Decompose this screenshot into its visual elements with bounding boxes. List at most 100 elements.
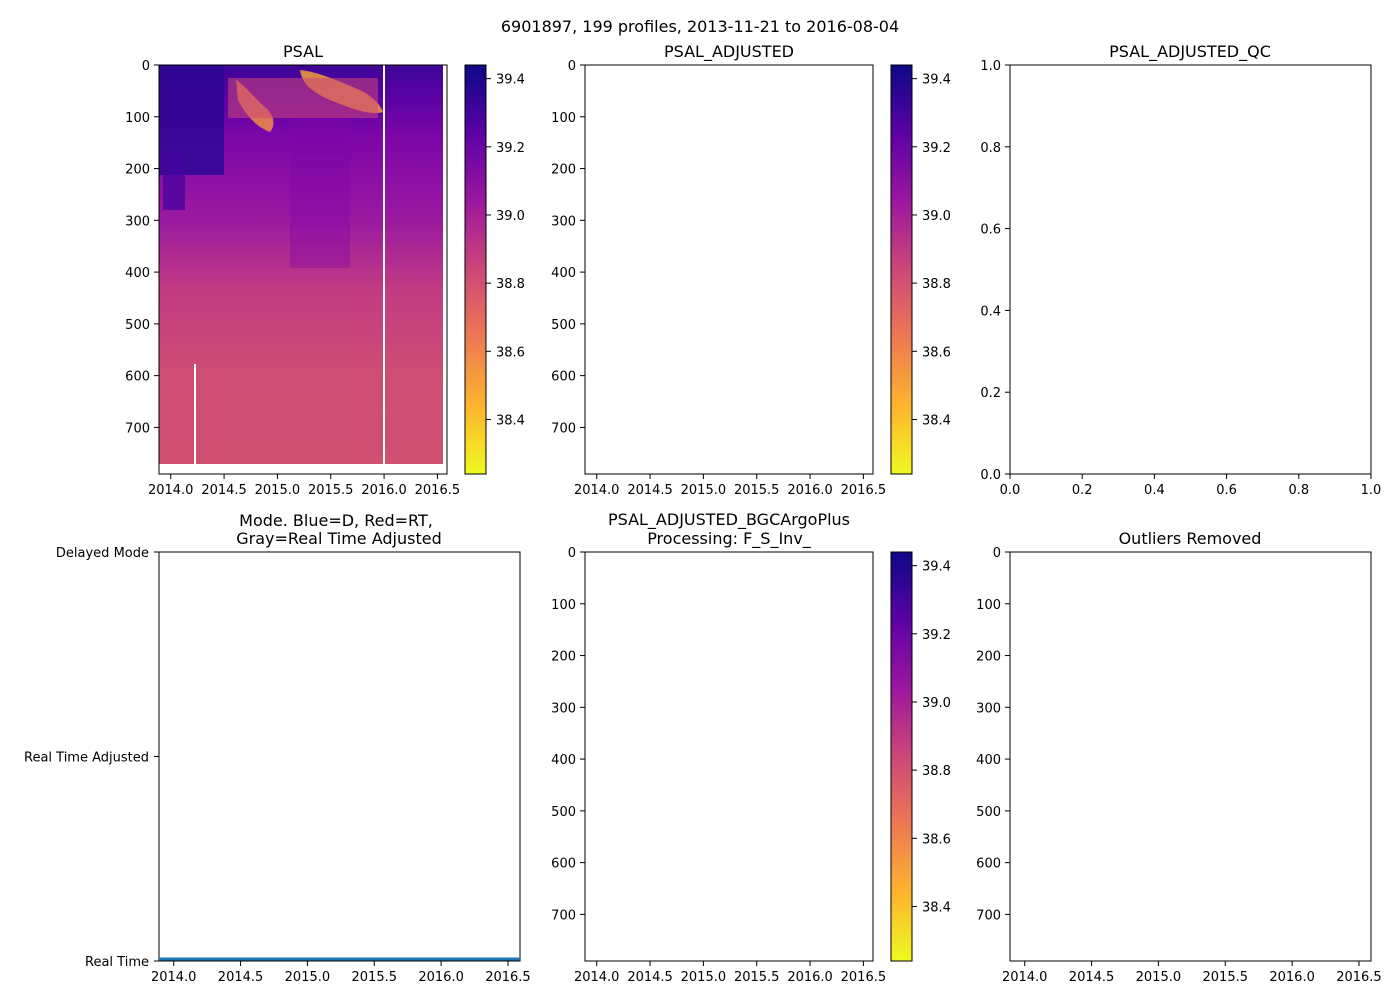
colorbar-psal-adjusted-tick-label: 39.2 (922, 141, 951, 156)
colorbar-psal-tick-label: 38.8 (496, 277, 525, 292)
mode-xtick-label: 2015.0 (285, 970, 331, 985)
bgcargoplus-ytick-label: 600 (551, 857, 576, 872)
colorbar-psal-adjusted-tick-label: 39.0 (922, 209, 951, 224)
psal-xtick-label: 2015.5 (308, 483, 354, 498)
outliers-removed-ytick-label: 600 (976, 857, 1001, 872)
bgcargoplus-ytick-label: 700 (551, 908, 576, 923)
panel-psal-title: PSAL (283, 42, 323, 61)
psal-adjusted-ytick-label: 0 (568, 59, 576, 74)
psal-adjusted-ytick-label: 600 (551, 370, 576, 385)
psal-right-edge (443, 65, 447, 474)
psal-adjusted-xtick-label: 2016.0 (787, 483, 833, 498)
psal-heatmap (159, 65, 447, 474)
psal-ytick-label: 400 (125, 266, 150, 281)
qc-ytick-label: 0.4 (980, 304, 1001, 319)
outliers-removed-xtick-label: 2014.5 (1069, 970, 1115, 985)
qc-ytick-label: 0.2 (980, 386, 1001, 401)
psal-adjusted-ytick-label: 700 (551, 421, 576, 436)
colorbar-psal-adjusted-tick-label: 38.8 (922, 277, 951, 292)
psal-ytick-label: 700 (125, 421, 150, 436)
colorbar-psal-tick-label: 38.4 (496, 413, 525, 428)
bgcargoplus-xtick-label: 2016.0 (787, 970, 833, 985)
bgcargoplus-ytick-label: 0 (568, 546, 576, 561)
psal-bottom-edge (159, 464, 447, 474)
bgcargoplus-xtick-label: 2015.0 (681, 970, 727, 985)
colorbar-bgcargoplus (890, 551, 913, 962)
psal-xtick-label: 2016.0 (361, 483, 407, 498)
psal-xtick-label: 2016.5 (415, 483, 461, 498)
panel-outliers-removed-axes (1009, 551, 1372, 962)
colorbar-psal-adjusted-gradient (890, 64, 913, 475)
outliers-removed-ytick-label: 100 (976, 598, 1001, 613)
outliers-removed-ytick-label: 700 (976, 908, 1001, 923)
qc-ytick-label: 0.0 (980, 468, 1001, 483)
psal-ytick-label: 100 (125, 111, 150, 126)
mode-xtick-label: 2016.5 (485, 970, 531, 985)
psal-dark-band-mid (290, 118, 350, 268)
colorbar-bgcargoplus-tick-label: 39.2 (922, 628, 951, 643)
psal-ytick-label: 0 (142, 59, 150, 74)
psal-xtick-label: 2014.0 (148, 483, 194, 498)
panel-mode-axes (158, 551, 521, 962)
panel-mode-title-line-1: Mode. Blue=D, Red=RT, (239, 511, 433, 530)
colorbar-bgcargoplus-gradient (890, 551, 913, 962)
psal-adjusted-ytick-label: 100 (551, 111, 576, 126)
qc-xtick-label: 1.0 (1361, 483, 1382, 498)
psal-ytick-label: 200 (125, 163, 150, 178)
bgcargoplus-xtick-label: 2015.5 (734, 970, 780, 985)
bgcargoplus-xtick-label: 2014.0 (574, 970, 620, 985)
colorbar-psal-tick-label: 39.4 (496, 73, 525, 88)
bgcargoplus-ytick-label: 300 (551, 701, 576, 716)
colorbar-bgcargoplus-tick-label: 39.0 (922, 696, 951, 711)
panel-psal-adjusted-axes (584, 64, 874, 475)
outliers-removed-ytick-label: 200 (976, 650, 1001, 665)
psal-adjusted-ytick-label: 400 (551, 266, 576, 281)
panel-psal: PSAL (158, 42, 448, 475)
bgcargoplus-ytick-label: 400 (551, 753, 576, 768)
mode-xtick-label: 2014.0 (151, 970, 197, 985)
psal-ytick-label: 500 (125, 318, 150, 333)
psal-adjusted-ytick-label: 200 (551, 163, 576, 178)
mode-ytick-label: Real Time Adjusted (24, 751, 149, 766)
colorbar-psal-gradient (464, 64, 487, 475)
ticks-layer: 2014.0 2014.5 2015.0 2015.5 2016.0 2016.5 0 100… (24, 59, 1382, 985)
panel-psal-adjusted-qc: PSAL_ADJUSTED_QC (1009, 42, 1372, 475)
psal-adjusted-xtick-label: 2014.0 (574, 483, 620, 498)
psal-adjusted-ytick-label: 300 (551, 214, 576, 229)
bgcargoplus-xtick-label: 2016.5 (841, 970, 887, 985)
psal-xtick-label: 2014.5 (201, 483, 247, 498)
panel-psal-adjusted-qc-title: PSAL_ADJUSTED_QC (1109, 42, 1271, 62)
psal-adjusted-ytick-label: 500 (551, 318, 576, 333)
psal-adjusted-xtick-label: 2015.0 (681, 483, 727, 498)
outliers-removed-ytick-label: 500 (976, 805, 1001, 820)
outliers-removed-ytick-label: 0 (993, 546, 1001, 561)
colorbar-bgcargoplus-tick-label: 38.6 (922, 832, 951, 847)
psal-salty-surface-early-deep (163, 150, 185, 210)
panel-psal-adjusted: PSAL_ADJUSTED (584, 42, 874, 475)
outliers-removed-ytick-label: 400 (976, 753, 1001, 768)
colorbar-psal-tick-label: 38.6 (496, 345, 525, 360)
bgcargoplus-ytick-label: 100 (551, 598, 576, 613)
psal-adjusted-xtick-label: 2014.5 (627, 483, 673, 498)
psal-adjusted-xtick-label: 2015.5 (734, 483, 780, 498)
qc-xtick-label: 0.8 (1288, 483, 1309, 498)
panel-psal-adjusted-title: PSAL_ADJUSTED (664, 42, 794, 62)
figure-suptitle: 6901897, 199 profiles, 2013-11-21 to 201… (501, 17, 899, 36)
panel-mode-title-line-2: Gray=Real Time Adjusted (236, 529, 442, 548)
bgcargoplus-xtick-label: 2014.5 (627, 970, 673, 985)
psal-xtick-label: 2015.0 (255, 483, 301, 498)
qc-ytick-label: 1.0 (980, 59, 1001, 74)
mode-xtick-label: 2015.5 (352, 970, 398, 985)
outliers-removed-xtick-label: 2015.0 (1136, 970, 1182, 985)
colorbar-bgcargoplus-tick-label: 39.4 (922, 560, 951, 575)
colorbar-psal (464, 64, 487, 475)
qc-xtick-label: 0.6 (1216, 483, 1237, 498)
qc-xtick-label: 0.0 (1000, 483, 1021, 498)
qc-ytick-label: 0.8 (980, 141, 1001, 156)
outliers-removed-xtick-label: 2016.5 (1336, 970, 1382, 985)
panel-bgcargoplus-title-line-1: PSAL_ADJUSTED_BGCArgoPlus (608, 510, 850, 530)
panel-outliers-removed: Outliers Removed (1009, 529, 1372, 962)
colorbar-bgcargoplus-tick-label: 38.4 (922, 900, 951, 915)
psal-adjusted-xtick-label: 2016.5 (841, 483, 887, 498)
bgcargoplus-ytick-label: 500 (551, 805, 576, 820)
